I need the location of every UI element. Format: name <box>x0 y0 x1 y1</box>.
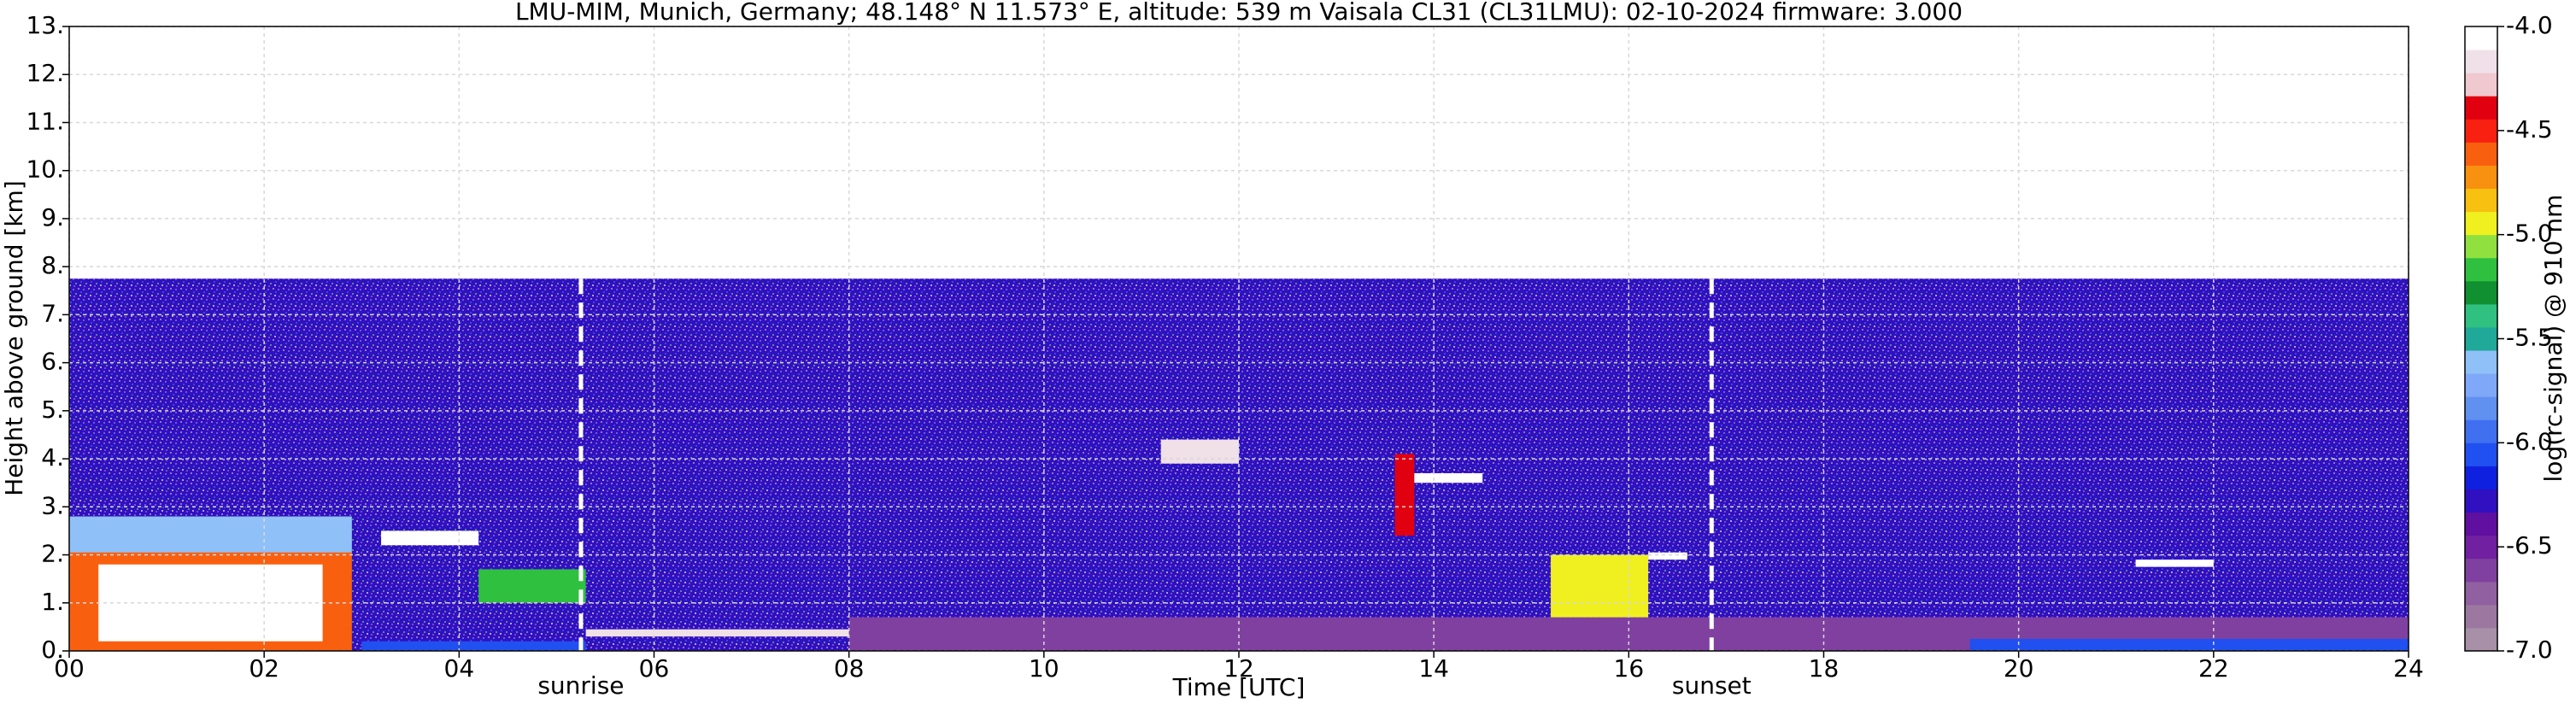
signal-feature <box>478 569 586 603</box>
y-tick-label: 10. <box>26 155 64 184</box>
colorbar-tick-label: -6.5 <box>2506 531 2553 560</box>
x-tick-label: 20 <box>2004 654 2034 683</box>
signal-feature <box>361 641 586 651</box>
signal-feature <box>381 530 479 546</box>
signal-feature <box>1414 472 1483 483</box>
colorbar-tick-label: -5.0 <box>2506 220 2553 248</box>
colorbar-tick-label: -7.0 <box>2506 636 2553 664</box>
colorbar-swatch <box>2465 50 2497 73</box>
colorbar-swatch <box>2465 466 2497 489</box>
y-tick-label: 5. <box>41 396 64 424</box>
signal-feature <box>585 629 849 637</box>
y-tick-label: 8. <box>41 251 64 279</box>
x-tick-label: 24 <box>2393 654 2424 683</box>
colorbar-swatch <box>2465 96 2497 120</box>
colorbar-swatch <box>2465 234 2497 259</box>
y-tick-label: 11. <box>26 107 64 135</box>
colorbar-swatch <box>2465 558 2497 583</box>
colorbar-swatch <box>2465 211 2497 236</box>
y-tick-label: 6. <box>41 348 64 376</box>
y-tick-label: 3. <box>41 491 64 519</box>
y-tick-label: 0. <box>41 636 64 664</box>
colorbar-swatch <box>2465 442 2497 466</box>
x-tick-label: 14 <box>1418 654 1449 683</box>
signal-feature <box>69 516 352 555</box>
colorbar-swatch <box>2465 26 2497 50</box>
colorbar-swatch <box>2465 419 2497 443</box>
colorbar-swatch <box>2465 188 2497 213</box>
x-tick-label: 18 <box>1809 654 1840 683</box>
colorbar-swatch <box>2465 627 2497 652</box>
colorbar-swatch <box>2465 119 2497 143</box>
x-tick-label: 22 <box>2198 654 2229 683</box>
x-tick-label: 04 <box>444 654 475 683</box>
y-axis-label: Height above ground [km] <box>0 180 28 496</box>
colorbar-swatch <box>2465 604 2497 629</box>
signal-feature <box>1394 454 1415 536</box>
colorbar-swatch <box>2465 280 2497 305</box>
y-tick-label: 2. <box>41 540 64 568</box>
signal-feature <box>98 564 323 642</box>
colorbar-label: log(rc-signal) @ 910 nm <box>2539 195 2567 483</box>
colorbar-tick-label: -4.0 <box>2506 11 2553 39</box>
annotation-label: sunrise <box>537 671 624 700</box>
x-tick-label: 00 <box>54 654 85 683</box>
colorbar-swatch <box>2465 396 2497 420</box>
colorbar-swatch <box>2465 165 2497 190</box>
signal-feature <box>1648 552 1687 560</box>
x-tick-label: 10 <box>1029 654 1059 683</box>
y-tick-label: 13. <box>26 11 64 39</box>
y-tick-label: 7. <box>41 299 64 327</box>
colorbar-swatch <box>2465 350 2497 374</box>
x-tick-label: 16 <box>1614 654 1645 683</box>
annotation-label: sunset <box>1672 671 1752 700</box>
x-tick-label: 12 <box>1223 654 1254 683</box>
plot-frame <box>68 26 2409 652</box>
y-tick-label: 12. <box>26 59 64 87</box>
signal-feature <box>1551 554 1649 618</box>
x-tick-label: 08 <box>834 654 865 683</box>
colorbar-swatch <box>2465 142 2497 166</box>
colorbar-swatch <box>2465 535 2497 560</box>
colorbar-swatch <box>2465 257 2497 282</box>
signal-feature <box>2135 560 2214 567</box>
colorbar-tick-label: -6.0 <box>2506 427 2553 455</box>
y-tick-label: 9. <box>41 203 64 231</box>
colorbar-swatch <box>2465 581 2497 606</box>
colorbar-swatch <box>2465 489 2497 513</box>
x-tick-label: 06 <box>639 654 670 683</box>
colorbar-tick-label: -5.5 <box>2506 324 2553 352</box>
colorbar-swatch <box>2465 373 2497 397</box>
colorbar-swatch <box>2465 326 2497 351</box>
signal-feature <box>1160 439 1239 464</box>
y-tick-label: 4. <box>41 443 64 472</box>
signal-feature <box>1969 638 2409 651</box>
x-tick-label: 02 <box>249 654 279 683</box>
y-tick-label: 1. <box>41 588 64 616</box>
colorbar-swatch <box>2465 73 2497 97</box>
colorbar-swatch <box>2465 512 2497 536</box>
x-axis-label: Time [UTC] <box>1172 673 1306 701</box>
colorbar-swatch <box>2465 303 2497 328</box>
colorbar-tick-label: -4.5 <box>2506 115 2553 144</box>
chart-title: LMU-MIM, Munich, Germany; 48.148° N 11.5… <box>515 0 1963 26</box>
